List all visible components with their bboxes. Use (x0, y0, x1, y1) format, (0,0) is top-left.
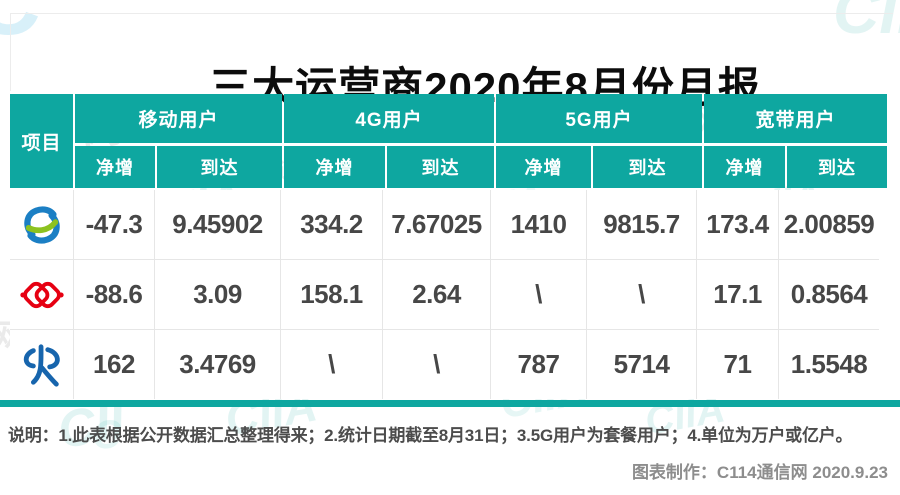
table-row-china-mobile (10, 190, 73, 259)
cell-broadband-total: 0.8564 (779, 260, 879, 329)
cell-mobile-net: -88.6 (74, 260, 154, 329)
cell-mobile-net: 162 (74, 330, 154, 399)
cell-broadband-net: 173.4 (697, 190, 778, 259)
cell-5g-total: 9815.7 (587, 190, 696, 259)
header-group-4g-users: 4G用户 (284, 94, 494, 143)
table-header: 项目 移动用户 4G用户 5G用户 宽带用户 净增 到达 净增 到达 净增 到达… (10, 94, 887, 188)
cell-mobile-total: 9.45902 (155, 190, 280, 259)
watermark-c114: C (0, 0, 41, 55)
header-net-increase: 净增 (704, 146, 785, 188)
header-group-5g-users: 5G用户 (496, 94, 702, 143)
card-border-left (10, 13, 11, 91)
cell-4g-net: \ (281, 330, 382, 399)
cell-5g-net: 787 (491, 330, 586, 399)
cell-broadband-total: 1.5548 (779, 330, 879, 399)
credit-line: 图表制作：C114通信网 2020.9.23 (631, 463, 888, 482)
header-total: 到达 (157, 146, 282, 188)
cell-broadband-total: 2.00859 (779, 190, 879, 259)
china-mobile-logo (23, 205, 60, 244)
header-net-increase: 净增 (75, 146, 155, 188)
cell-4g-total: 2.64 (383, 260, 490, 329)
table-row-china-telecom (10, 330, 73, 399)
table-body: -47.3 9.45902 334.2 7.67025 1410 9815.7 … (10, 190, 879, 399)
card-border-top (10, 13, 893, 14)
header-net-increase: 净增 (284, 146, 385, 188)
cell-mobile-net: -47.3 (74, 190, 154, 259)
header-net-increase: 净增 (496, 146, 591, 188)
header-group-mobile-users: 移动用户 (75, 94, 282, 143)
cell-broadband-net: 71 (697, 330, 778, 399)
table-row-china-unicom (10, 260, 73, 329)
cell-5g-total: \ (587, 260, 696, 329)
header-total: 到达 (787, 146, 887, 188)
header-total: 到达 (593, 146, 702, 188)
cell-broadband-net: 17.1 (697, 260, 778, 329)
footnote: 说明：1.此表根据公开数据汇总整理得来；2.统计日期截至8月31日；3.5G用户… (8, 426, 853, 445)
cell-4g-total: 7.67025 (383, 190, 490, 259)
cell-mobile-total: 3.4769 (155, 330, 280, 399)
cell-4g-total: \ (383, 330, 490, 399)
header-total: 到达 (387, 146, 494, 188)
watermark-c114: CII (833, 0, 900, 47)
cell-5g-net: 1410 (491, 190, 586, 259)
cell-5g-net: \ (491, 260, 586, 329)
cell-4g-net: 334.2 (281, 190, 382, 259)
china-telecom-logo (23, 343, 60, 387)
table-bottom-accent-bar (0, 400, 900, 407)
cell-mobile-total: 3.09 (155, 260, 280, 329)
china-unicom-logo (19, 281, 64, 308)
header-item: 项目 (10, 94, 73, 188)
cell-5g-total: 5714 (587, 330, 696, 399)
cell-4g-net: 158.1 (281, 260, 382, 329)
header-group-broadband-users: 宽带用户 (704, 94, 887, 143)
